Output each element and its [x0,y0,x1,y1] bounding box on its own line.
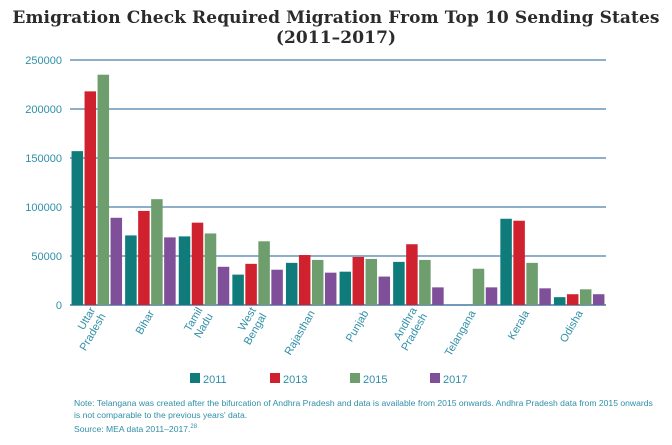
bar-2011 [178,236,191,305]
bar-2015 [579,289,592,305]
y-tick-label: 250000 [25,55,62,67]
source-note: Source: MEA data 2011–2017.28 [74,424,197,434]
x-tick-label-line: Telangana [443,308,479,359]
bar-2013 [406,244,418,305]
bar-2017 [432,287,444,305]
bar-2017 [110,217,123,305]
bar-2015 [311,259,324,305]
x-tick-label: Telangana [443,308,479,359]
bar-2015 [258,241,270,305]
x-tick-label-line: Rajasthan [283,309,318,358]
x-tick-label: Bihar [134,308,157,337]
legend-swatch-2013 [270,373,280,383]
bar-2013 [513,220,525,305]
x-tick-label-line: Punjab [344,309,372,345]
y-tick-label: 150000 [25,153,62,165]
bar-2017 [485,287,498,305]
legend-label-2013: 2013 [283,374,307,386]
x-tick-label: AndhraPradesh [389,305,431,353]
bar-2013 [191,222,204,305]
gridlines [70,59,606,306]
legend: 2011 2013 2015 2017 [190,373,467,386]
bar-2017 [378,276,391,305]
x-tick-label: WestBengal [231,306,269,348]
source-reference: 28 [190,424,198,431]
chart-title: Emigration Check Required Migration From… [12,8,660,48]
x-axis-ticks: UttarPradesh Bihar TamilNadu WestBengal Raja… [67,305,586,359]
bar-2015 [151,199,163,305]
x-tick-label: Kerala [506,308,533,342]
bar-2013 [84,91,97,305]
y-tick-label: 200000 [25,104,62,116]
bar-2013 [245,263,257,305]
x-tick-label: UttarPradesh [67,305,108,353]
y-tick-label: 100000 [25,202,62,214]
bar-2015 [97,74,110,305]
bar-2011 [500,218,512,305]
y-axis-ticks: 0 50000 100000 150000 200000 250000 [25,55,62,312]
bar-chart: 0 50000 100000 150000 200000 250000 UttarPrad… [25,55,606,386]
footnote: Note: Telangana was created after the bi… [74,398,653,420]
bar-2017 [217,266,230,305]
bar-2011 [339,271,352,305]
bar-2015 [419,259,431,305]
bar-2015 [472,268,485,305]
bar-2017 [592,294,605,305]
bar-2011 [232,274,244,305]
x-tick-label: Rajasthan [283,309,318,358]
bar-2013 [566,294,579,305]
source-text: Source: MEA data 2011–2017. [74,424,191,434]
bars [71,74,605,305]
legend-swatch-2011 [190,373,200,383]
bar-2013 [298,255,311,305]
x-tick-label: Odisha [558,308,586,345]
bar-2011 [125,235,137,305]
x-tick-label-line: Kerala [506,308,533,342]
bar-2015 [365,258,378,305]
bar-2015 [204,233,217,305]
bar-2011 [553,297,566,305]
x-tick-label: Punjab [344,309,372,345]
x-tick-label-line: Odisha [558,308,586,345]
legend-label-2011: 2011 [203,374,227,386]
legend-swatch-2017 [430,373,440,383]
y-tick-label: 0 [56,300,62,312]
bar-2013 [138,210,150,305]
bar-2017 [164,237,176,305]
bar-2013 [352,256,365,305]
legend-label-2017: 2017 [443,374,467,386]
bar-2015 [526,262,538,305]
x-tick-label-line: Bihar [134,308,157,337]
y-tick-label: 50000 [31,251,62,263]
legend-label-2015: 2015 [363,374,387,386]
bar-2011 [285,262,298,305]
bar-2017 [539,288,551,305]
bar-2017 [271,269,283,305]
bar-2011 [71,151,84,305]
legend-swatch-2015 [350,373,360,383]
bar-2011 [393,261,405,305]
bar-2017 [324,272,337,305]
x-tick-label: TamilNadu [182,306,216,341]
